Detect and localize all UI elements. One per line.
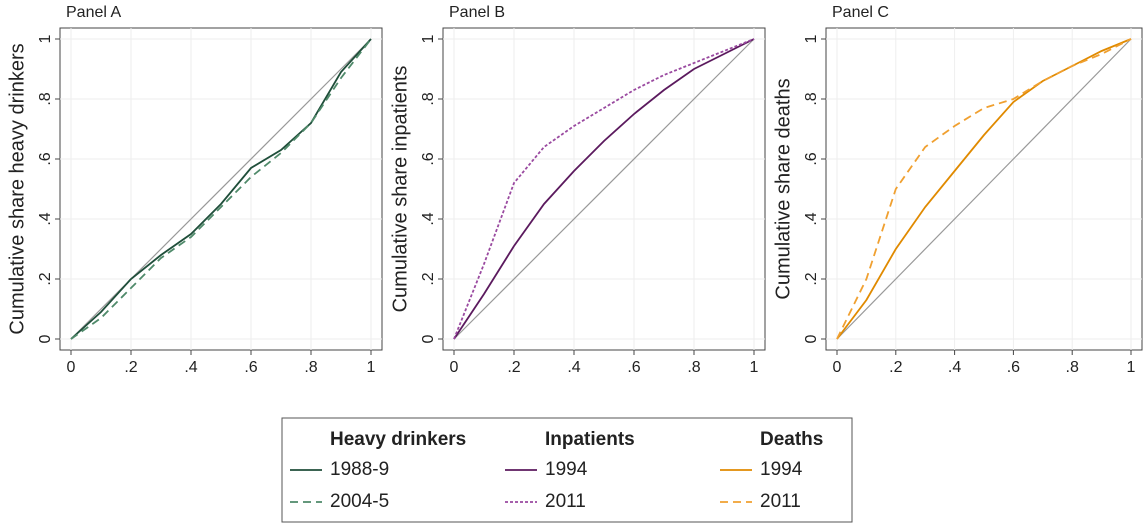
x-tick-label: 0 — [67, 359, 76, 376]
x-tick-label: .4 — [567, 359, 580, 376]
y-tick-label: .8 — [420, 92, 437, 105]
y-tick-label: 1 — [420, 34, 437, 43]
y-tick-label: 0 — [420, 334, 437, 343]
x-tick-label: .4 — [948, 359, 961, 376]
panel-title: Panel A — [66, 4, 121, 21]
y-tick-label: 1 — [37, 34, 54, 43]
y-tick-label: 0 — [803, 334, 820, 343]
x-tick-label: .8 — [304, 359, 317, 376]
x-tick-label: .2 — [889, 359, 902, 376]
y-tick-label: .2 — [420, 272, 437, 285]
x-tick-label: .6 — [627, 359, 640, 376]
x-tick-label: .4 — [184, 359, 197, 376]
series-line — [453, 38, 755, 340]
y-tick-label: .6 — [420, 152, 437, 165]
y-tick-label: .6 — [37, 152, 54, 165]
x-tick-label: .2 — [507, 359, 520, 376]
legend-label: 1988-9 — [330, 459, 389, 480]
legend-title: Inpatients — [545, 429, 635, 450]
series-line — [836, 38, 1132, 340]
x-tick-label: .2 — [124, 359, 137, 376]
y-axis-label: Cumulative share inpatients — [389, 66, 411, 313]
series-line — [70, 38, 372, 340]
legend-label: 2011 — [545, 491, 586, 512]
x-tick-label: .6 — [1007, 359, 1020, 376]
x-tick-label: 1 — [367, 359, 376, 376]
y-tick-label: .2 — [37, 272, 54, 285]
x-tick-label: 0 — [833, 359, 842, 376]
equality-line — [70, 38, 372, 340]
legend-label: 1994 — [760, 459, 803, 480]
y-tick-label: 1 — [803, 34, 820, 43]
plot-frame — [442, 27, 766, 351]
series-line — [836, 38, 1132, 340]
legend-label: 1994 — [545, 459, 588, 480]
x-tick-label: .8 — [687, 359, 700, 376]
y-tick-label: .4 — [420, 212, 437, 225]
plot-frame — [825, 27, 1143, 351]
y-tick-label: .4 — [37, 212, 54, 225]
x-tick-label: .6 — [244, 359, 257, 376]
y-tick-label: .8 — [803, 92, 820, 105]
y-tick-label: .4 — [803, 212, 820, 225]
panel-title: Panel C — [832, 4, 889, 21]
series-line — [453, 38, 755, 340]
x-tick-label: 1 — [750, 359, 759, 376]
equality-line — [453, 38, 755, 340]
x-tick-label: 0 — [450, 359, 459, 376]
y-tick-label: 0 — [37, 334, 54, 343]
x-tick-label: .8 — [1066, 359, 1079, 376]
y-tick-label: .8 — [37, 92, 54, 105]
plot-frame — [59, 27, 383, 351]
x-tick-label: 1 — [1127, 359, 1136, 376]
legend-label: 2011 — [760, 491, 801, 512]
equality-line — [836, 38, 1132, 340]
y-axis-label: Cumulative share heavy drinkers — [6, 43, 28, 334]
legend-box — [281, 417, 853, 523]
legend-title: Heavy drinkers — [330, 429, 466, 450]
legend-title: Deaths — [760, 429, 823, 450]
series-line — [70, 38, 372, 340]
y-axis-label: Cumulative share deaths — [772, 78, 794, 299]
legend-label: 2004-5 — [330, 491, 389, 512]
panel-title: Panel B — [449, 4, 505, 21]
y-tick-label: .6 — [803, 152, 820, 165]
y-tick-label: .2 — [803, 272, 820, 285]
